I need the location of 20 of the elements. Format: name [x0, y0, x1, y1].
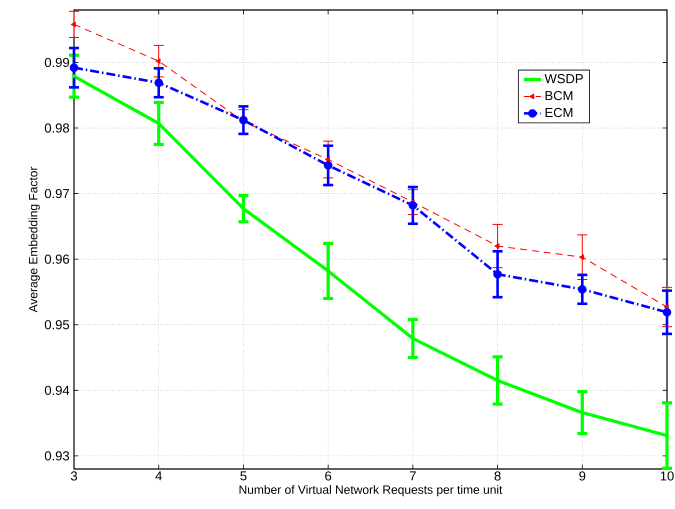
legend-label: BCM	[546, 90, 572, 100]
x-tick-label: 9	[579, 471, 586, 481]
x-tick-label: 10	[660, 471, 674, 481]
y-tick-label: 0.99	[44, 58, 70, 68]
legend-label: WSDP	[544, 74, 583, 84]
x-tick-label: 6	[325, 471, 332, 481]
x-tick-label: 5	[240, 471, 247, 480]
y-tick-label: 0.93	[44, 451, 70, 460]
y-tick-label: 0.98	[44, 123, 70, 133]
y-tick-label: 0.97	[44, 188, 69, 198]
y-tick-label: 0.95	[44, 320, 70, 330]
y-tick-label: 0.96	[44, 254, 70, 264]
x-tick-label: 3	[70, 471, 78, 481]
legend-label: ECM	[546, 108, 572, 118]
y-axis-title: Average Embedding Factor	[28, 166, 40, 312]
x-tick-label: 8	[494, 471, 501, 481]
x-tick-label: 7	[410, 471, 416, 480]
x-tick-label: 4	[155, 471, 162, 480]
y-tick-label: 0.94	[44, 386, 70, 395]
x-axis-title: Number of Virtual Network Requests per time unit	[240, 485, 502, 496]
